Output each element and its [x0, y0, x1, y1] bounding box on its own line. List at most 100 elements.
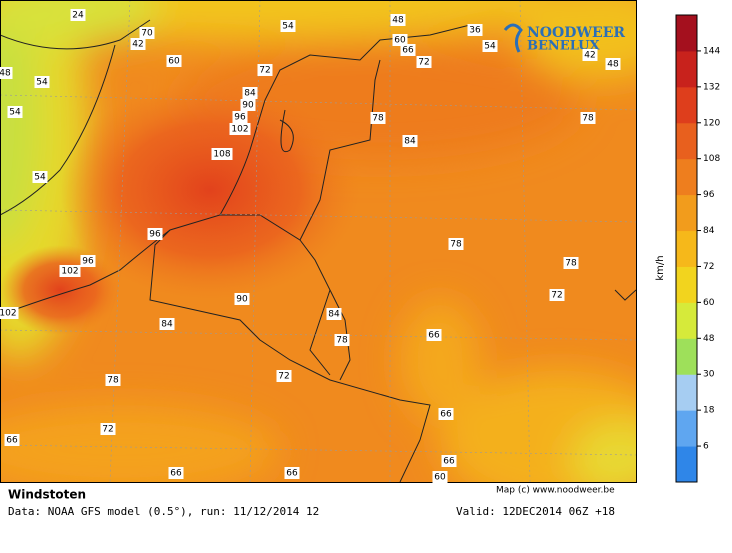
legend-band: [676, 122, 697, 160]
contour-label-bg: [448, 238, 464, 250]
legend-tick-label: 60: [703, 298, 715, 308]
contour-label: 108: [213, 150, 230, 160]
contour-label: 60: [168, 57, 180, 67]
legend-band: [676, 410, 697, 447]
legend-band: [676, 194, 697, 232]
logo-line1: NOODWEER: [527, 25, 625, 41]
contour-label: 84: [161, 320, 173, 330]
credit: Map (c) www.noodweer.be: [496, 486, 615, 496]
contour-label: 66: [443, 457, 455, 467]
legend-band: [676, 302, 697, 339]
contour-label: 60: [434, 473, 446, 483]
contour-label-bg: [426, 329, 442, 341]
contour-label-bg: [326, 308, 342, 320]
contour-label: 78: [450, 240, 462, 250]
contour-label-bg: [159, 318, 175, 330]
legend-tick-label: 108: [703, 154, 720, 164]
contour-label-bg: [229, 123, 251, 135]
legend-frame: [675, 14, 698, 483]
legend-tick-label: 132: [703, 82, 720, 92]
legend-tick-label: 30: [703, 370, 715, 380]
contour-label-bg: [582, 49, 598, 61]
logo-line2: BENELUX: [527, 39, 600, 54]
legend-band: [676, 374, 697, 411]
contour-label: 102: [0, 309, 17, 319]
contour-label-bg: [438, 408, 454, 420]
valid-time: Valid: 12DEC2014 06Z +18: [456, 505, 615, 518]
contour-label-bg: [467, 24, 483, 36]
contour-label: 72: [278, 372, 289, 382]
contour-label: 66: [6, 436, 18, 446]
contour-label-bg: [334, 334, 350, 346]
contour-label: 102: [231, 125, 248, 135]
contour-label: 54: [34, 173, 46, 183]
contour-label: 102: [61, 267, 78, 277]
contour-label-bg: [4, 434, 20, 446]
contour-label: 66: [428, 331, 440, 341]
contour-label-bg: [390, 14, 406, 26]
contour-label-bg: [392, 34, 408, 46]
contour-label: 84: [404, 137, 416, 147]
contour-label: 84: [328, 310, 340, 320]
contour-label-bg: [234, 293, 250, 305]
contour-label-bg: [549, 289, 565, 301]
contour-label-bg: [605, 58, 621, 70]
contour-label: 70: [141, 29, 153, 39]
contour-label-bg: [7, 106, 23, 118]
contour-label-bg: [276, 370, 292, 382]
contour-label-bg: [130, 38, 146, 50]
contour-label: 72: [418, 58, 429, 68]
contour-label: 72: [259, 66, 270, 76]
contour-label: 54: [282, 22, 294, 32]
legend-band: [676, 158, 697, 196]
contour-label-bg: [432, 471, 448, 483]
contour-label: 24: [72, 11, 84, 21]
contour-label-bg: [147, 228, 163, 240]
contour-label-bg: [580, 112, 596, 124]
contour-label-bg: [0, 307, 19, 319]
legend-band: [676, 230, 697, 267]
legend-tick-label: 84: [703, 226, 715, 236]
legend-tick-label: 6: [703, 442, 709, 452]
contour-label: 48: [0, 69, 11, 79]
contour-label: 66: [402, 46, 414, 56]
contour-label: 54: [484, 42, 496, 52]
contour-label: 78: [565, 259, 577, 269]
legend-band: [676, 338, 697, 375]
contour-label-bg: [168, 467, 184, 479]
contour-label-bg: [34, 76, 50, 88]
legend-unit: km/h: [655, 255, 666, 280]
legend-tick-label: 48: [703, 334, 715, 344]
contour-label-bg: [441, 455, 457, 467]
legend-band: [676, 86, 697, 124]
legend-tick-label: 96: [703, 190, 715, 200]
contour-label-bg: [402, 135, 418, 147]
contour-label-bg: [59, 265, 81, 277]
contour-label: 96: [82, 257, 94, 267]
map-title: Windstoten: [8, 488, 86, 502]
logo: NOODWEER BENELUX: [503, 23, 625, 54]
contour-label: 90: [236, 295, 248, 305]
legend-band: [676, 446, 697, 483]
contour-label: 66: [170, 469, 182, 479]
contour-label: 54: [36, 78, 48, 88]
contour-label-bg: [416, 56, 432, 68]
contour-label-bg: [370, 112, 386, 124]
contour-label: 72: [551, 291, 562, 301]
contour-label: 78: [336, 336, 348, 346]
contour-label-bg: [100, 423, 116, 435]
contour-label: 90: [242, 101, 254, 111]
contour-label-bg: [257, 64, 273, 76]
contour-label-bg: [211, 148, 233, 160]
contour-label: 72: [102, 425, 113, 435]
graticule: [0, 0, 636, 482]
contour-label-bg: [232, 111, 248, 123]
contour-label-bg: [240, 99, 256, 111]
legend-tick-label: 120: [703, 118, 720, 128]
contour-label: 54: [9, 108, 21, 118]
contour-label-bg: [482, 40, 498, 52]
contour-label-bg: [70, 9, 86, 21]
contour-label: 78: [107, 376, 119, 386]
contour-label: 48: [392, 16, 404, 26]
contour-label: 78: [372, 114, 384, 124]
